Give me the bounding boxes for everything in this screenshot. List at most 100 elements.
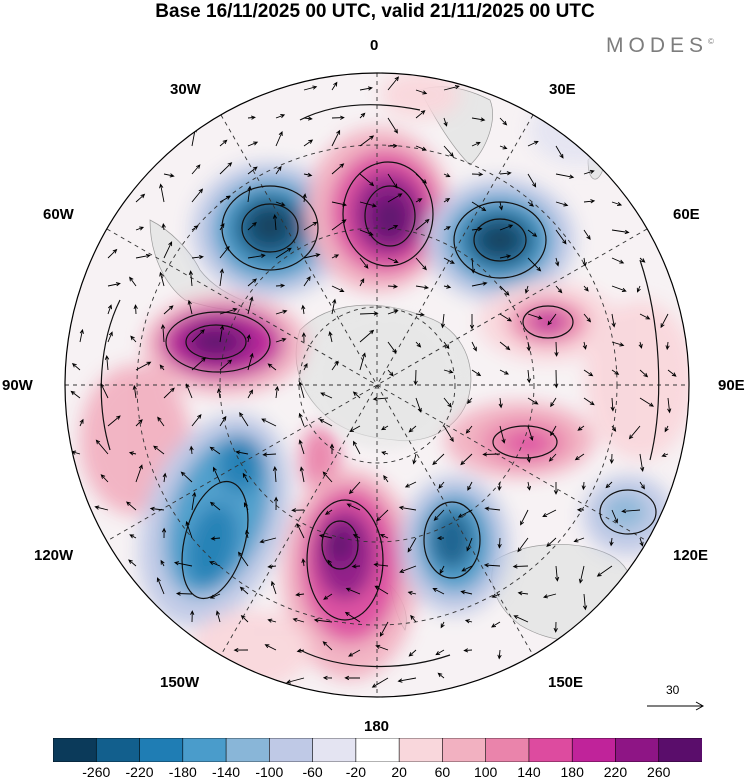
wind-arrow [331, 129, 341, 147]
wind-arrow [126, 501, 137, 511]
wind-arrow [303, 139, 314, 147]
longitude-label-180: 180 [364, 718, 390, 735]
wind-arrow [219, 415, 227, 427]
wind-arrow [107, 415, 121, 427]
wind-arrow [175, 591, 193, 596]
wind-arrow [359, 135, 375, 147]
wind-arrow [298, 412, 305, 427]
wind-arrow [471, 226, 483, 232]
wind-arrow [313, 618, 333, 623]
wind-arrow [436, 535, 445, 541]
wind-arrow [238, 551, 249, 567]
wind-arrow [527, 201, 535, 207]
wind-arrow [348, 649, 361, 657]
wind-arrow [407, 537, 417, 553]
wind-arrow [605, 481, 613, 489]
wind-arrow [464, 619, 473, 624]
wind-arrow [639, 537, 644, 547]
wind-arrow [246, 334, 251, 343]
wind-arrow [275, 201, 286, 207]
wind-arrow [323, 593, 333, 600]
longitude-label-150e: 150E [548, 674, 584, 691]
wind-arrow [524, 285, 529, 294]
wind-arrow [324, 509, 333, 515]
wind-arrow [247, 185, 252, 203]
wind-arrow [499, 369, 510, 375]
wind-arrow [387, 173, 398, 189]
contour-line [241, 203, 299, 253]
wind-arrow [499, 425, 506, 444]
wind-arrow [582, 593, 588, 611]
wind-arrow [346, 503, 361, 511]
wind-arrow [399, 565, 417, 573]
chart-title: Base 16/11/2025 00 UTC, valid 21/11/2025… [155, 1, 595, 22]
wind-arrow [331, 115, 345, 120]
wind-arrow [440, 621, 445, 629]
contour-line [321, 520, 359, 570]
wind-arrow [185, 520, 193, 539]
wind-arrow [331, 163, 345, 175]
wind-arrow [497, 537, 502, 549]
wind-arrow [128, 559, 137, 567]
wind-arrow [215, 610, 221, 623]
wind-arrow [375, 644, 389, 651]
colorbar-swatch [269, 738, 314, 762]
wind-arrow [352, 534, 361, 539]
wind-arrow [628, 425, 641, 440]
wind-arrow [621, 509, 641, 514]
wind-arrow [303, 253, 321, 259]
wind-arrow [161, 527, 167, 539]
positive-anomaly-peak [326, 527, 354, 563]
wind-arrow [331, 360, 339, 371]
wind-arrow [432, 588, 445, 595]
wind-arrow [247, 278, 257, 287]
wind-arrow [296, 648, 305, 653]
wind-arrow [526, 341, 531, 352]
longitude-label-150w: 150W [160, 674, 200, 691]
wind-arrow [163, 387, 175, 399]
wind-arrow [303, 276, 311, 287]
wind-arrow [667, 369, 677, 377]
colorbar-swatch [528, 738, 573, 762]
wind-arrow [461, 565, 473, 572]
wind-arrow [235, 450, 249, 455]
positive-anomaly-peak [191, 328, 239, 356]
wind-arrow [408, 649, 417, 657]
longitude-label-60w: 60W [43, 206, 74, 223]
wind-arrow [219, 139, 228, 147]
wind-arrow [331, 285, 345, 292]
wind-arrow [247, 389, 254, 399]
wind-arrow [555, 173, 575, 179]
longitude-label-30e: 30E [549, 81, 576, 98]
wind-arrow [415, 218, 430, 231]
contour-line [423, 501, 481, 579]
wind-arrow [469, 314, 475, 330]
wind-arrow [611, 509, 618, 524]
wind-arrow [404, 481, 417, 488]
contour-line [342, 161, 434, 267]
wind-arrow [270, 580, 277, 595]
wind-arrow [302, 193, 307, 203]
colorbar-swatch [615, 738, 660, 762]
wind-arrow [374, 585, 389, 595]
wind-arrow [191, 329, 205, 343]
wind-arrow [664, 425, 669, 433]
colorbar-swatch [182, 738, 227, 762]
wind-arrow [247, 115, 256, 120]
wind-arrow [611, 257, 625, 264]
wind-arrow [542, 593, 557, 599]
wind-arrow [542, 509, 557, 517]
wind-arrow [267, 564, 277, 569]
wind-arrow [527, 140, 539, 147]
wind-arrow [576, 507, 585, 513]
wind-arrow [467, 481, 473, 491]
wind-arrow [610, 397, 615, 412]
wind-arrow [130, 335, 137, 343]
contour-line [165, 311, 271, 373]
positive-anomaly-core [506, 432, 550, 456]
colorbar-tick-label: -260 [82, 764, 111, 780]
wind-arrow [209, 593, 221, 599]
wind-arrow [267, 618, 277, 623]
negative-anomaly-peak [248, 206, 292, 246]
wind-arrow [275, 309, 288, 315]
